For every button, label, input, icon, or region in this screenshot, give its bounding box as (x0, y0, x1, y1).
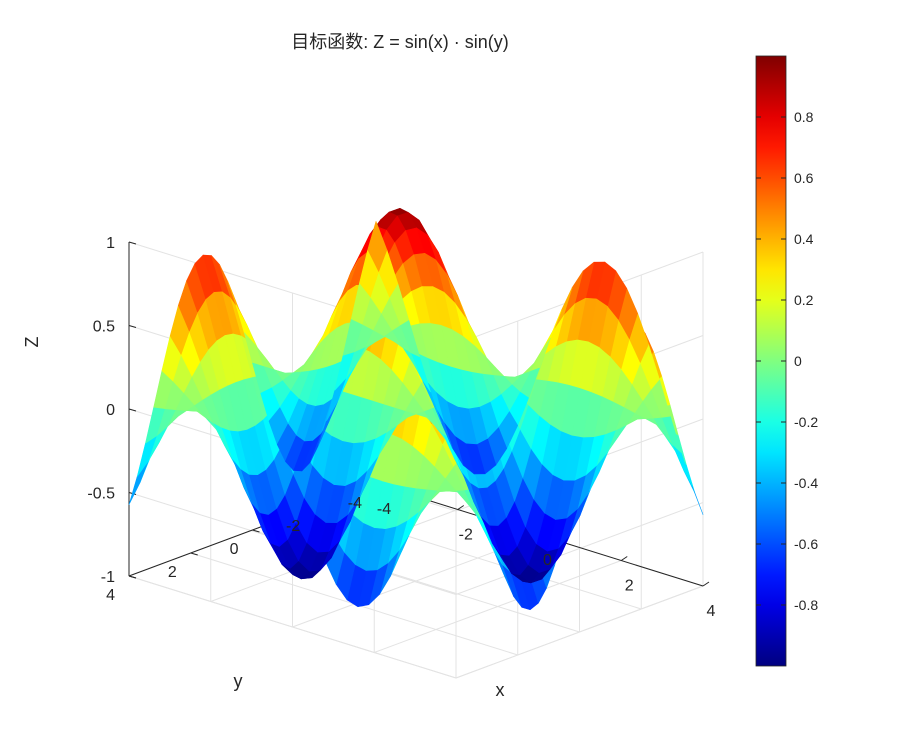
colorbar-tick-label: 0 (794, 353, 802, 369)
y-tick-label: -4 (348, 495, 362, 512)
colorbar-tick-label: -0.2 (794, 414, 818, 430)
z-tick-label: 0 (106, 402, 115, 419)
z-tick-label: -0.5 (87, 486, 115, 503)
surface-plot (128, 208, 704, 611)
z-tick-label: -1 (101, 569, 115, 586)
y-tick-label: 4 (106, 587, 115, 604)
y-tick-label: 2 (168, 564, 177, 581)
x-tick-label: 4 (707, 603, 716, 620)
surface-patch (367, 221, 388, 272)
z-tick-label: 0.5 (93, 319, 115, 336)
y-tick-label: 0 (230, 541, 239, 558)
z-tick-mark (128, 408, 137, 412)
x-tick-label: -2 (459, 527, 473, 544)
colorbar-tick-label: -0.6 (794, 536, 818, 552)
x-tick-mark (702, 581, 710, 587)
x-tick-mark (620, 556, 628, 561)
grid-line (128, 575, 457, 679)
x-tick-label: 2 (625, 578, 634, 595)
y-tick-mark (190, 552, 198, 556)
x-tick-label: 0 (543, 552, 552, 569)
colorbar-tick-label: 0.8 (794, 109, 814, 125)
grid-line (455, 502, 704, 595)
z-tick-mark (128, 325, 137, 328)
x-axis-label: x (496, 680, 505, 700)
grid-line (455, 585, 704, 679)
colorbar: 0.8 0.6 0.4 0.2 0 -0.2 -0.4 -0.6 -0.8 (755, 55, 818, 667)
z-tick-mark (128, 575, 137, 579)
surface-patch (128, 460, 149, 505)
colorbar-tick-label: 0.2 (794, 292, 814, 308)
colorbar-tick-label: 0.4 (794, 231, 814, 247)
z-axis-label: Z (22, 337, 42, 348)
z-tick-label: 1 (106, 235, 115, 252)
y-tick-label: -2 (286, 518, 300, 535)
x-tick-label: -4 (377, 501, 391, 518)
y-tick-mark (252, 529, 260, 533)
colorbar-tick-label: -0.4 (794, 475, 818, 491)
colorbar-ticks: 0.8 0.6 0.4 0.2 0 -0.2 -0.4 -0.6 -0.8 (756, 109, 818, 613)
x-tick-mark (457, 505, 465, 510)
colorbar-tick-label: -0.8 (794, 597, 818, 613)
colorbar-tick-label: 0.6 (794, 170, 814, 186)
chart-title: 目标函数: Z = sin(x) · sin(y) (291, 32, 509, 52)
y-axis-label: y (234, 671, 243, 691)
z-tick-mark (128, 241, 137, 245)
